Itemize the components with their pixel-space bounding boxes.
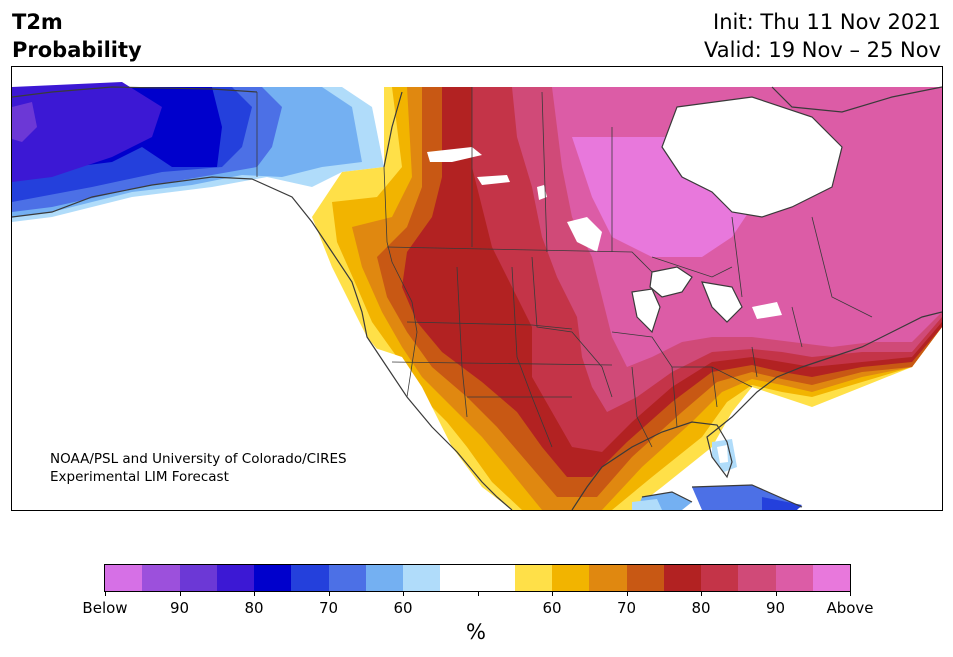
- credit-block: [12, 67, 942, 510]
- colorbar-cell: [477, 565, 515, 591]
- colorbar-cell: [701, 565, 739, 591]
- colorbar-tick: [477, 591, 479, 596]
- colorbar-tick: [701, 591, 702, 596]
- credit-line-2: Experimental LIM Forecast: [50, 469, 229, 485]
- colorbar-tick: [626, 591, 628, 596]
- colorbar-cell: [589, 565, 627, 591]
- init-date: Init: Thu 11 Nov 2021: [713, 10, 941, 34]
- map-panel: NOAA/PSL and University of Colorado/CIRE…: [11, 66, 943, 511]
- colorbar-cell: [365, 565, 403, 591]
- colorbar-tick-label: 90: [765, 599, 786, 617]
- colorbar-cell: [626, 565, 664, 591]
- credit-line-1: NOAA/PSL and University of Colorado/CIRE…: [50, 451, 347, 467]
- colorbar-tick-label: 70: [616, 599, 637, 617]
- colorbar-tick-label: 80: [244, 599, 264, 617]
- colorbar-tick-label: Below: [82, 599, 128, 617]
- colorbar-tick: [105, 591, 106, 596]
- colorbar-tick: [552, 591, 553, 596]
- colorbar-cell: [403, 565, 441, 591]
- coastlines: [12, 86, 942, 510]
- credit-text: NOAA/PSL and University of Colorado/CIRE…: [50, 450, 347, 486]
- colorbar-cell: [552, 565, 590, 591]
- colorbar-cell: [254, 565, 292, 591]
- colorbar: [104, 564, 851, 592]
- alaska-region: [12, 82, 384, 222]
- colorbar-cell: [663, 565, 701, 591]
- colorbar-tick-label: Above: [826, 599, 874, 617]
- colorbar-tick: [328, 591, 330, 596]
- title-line-1: T2m: [12, 10, 63, 34]
- political-borders: [256, 87, 873, 448]
- map-title: T2m Probability: [12, 8, 142, 64]
- colorbar-cell: [105, 565, 143, 591]
- colorbar-tick: [850, 591, 851, 596]
- southeast-cool: [632, 439, 802, 510]
- colorbar-tick-label: 60: [542, 599, 562, 617]
- date-info: Init: Thu 11 Nov 2021 Valid: 19 Nov – 25…: [704, 8, 941, 64]
- colorbar-cell: [179, 565, 217, 591]
- water-bodies: [372, 97, 842, 497]
- colorbar-tick-label: 60: [393, 599, 413, 617]
- colorbar-cell: [440, 565, 478, 591]
- probability-map: [12, 67, 942, 510]
- colorbar-tick: [179, 591, 181, 596]
- colorbar-tick: [403, 591, 404, 596]
- colorbar-cell: [328, 565, 366, 591]
- colorbar-tick-label: 70: [318, 599, 339, 617]
- colorbar-tick-label: 80: [691, 599, 711, 617]
- colorbar-tick: [254, 591, 255, 596]
- colorbar-cell: [775, 565, 813, 591]
- colorbar-cell: [812, 565, 850, 591]
- colorbar-tick: [775, 591, 777, 596]
- colorbar-cell: [514, 565, 552, 591]
- valid-date: Valid: 19 Nov – 25 Nov: [704, 38, 941, 62]
- colorbar-cell: [142, 565, 180, 591]
- colorbar-tick-label: 90: [169, 599, 190, 617]
- colorbar-cell: [216, 565, 254, 591]
- colorbar-unit: %: [466, 620, 486, 644]
- title-line-2: Probability: [12, 38, 142, 62]
- colorbar-cell: [738, 565, 776, 591]
- colorbar-cell: [291, 565, 329, 591]
